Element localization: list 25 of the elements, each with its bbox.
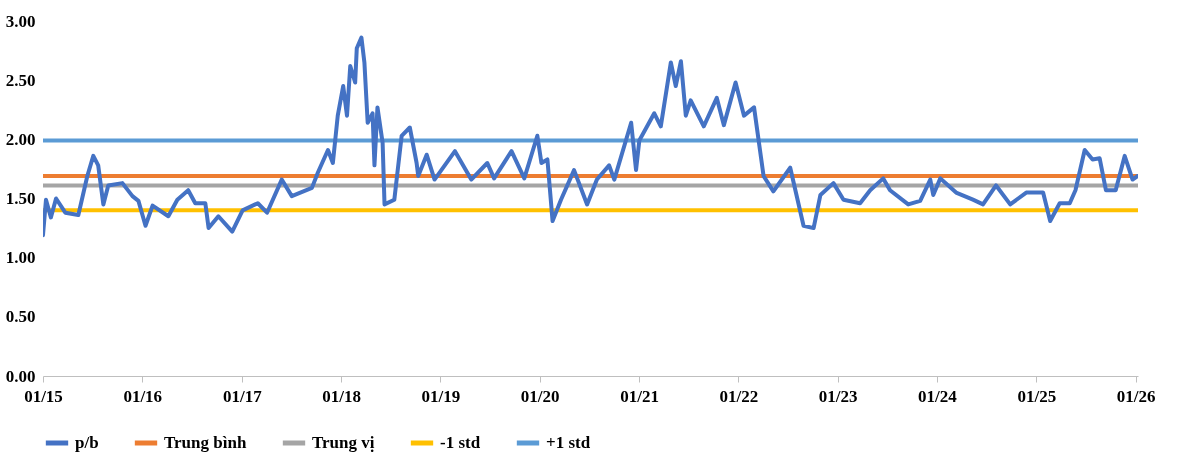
legend-label: -1 std: [440, 433, 481, 452]
y-tick-label: 0.50: [5, 307, 36, 327]
x-tick-label: 01/20: [520, 386, 560, 406]
legend-label: +1 std: [546, 433, 591, 452]
y-tick-label: 1.00: [5, 248, 36, 268]
x-tick-label: 01/17: [222, 386, 263, 406]
legend-label: p/b: [75, 433, 99, 452]
x-tick-label: 01/22: [719, 386, 759, 406]
x-tick-label: 01/15: [24, 386, 63, 406]
y-tick-label: 0.00: [5, 366, 36, 386]
y-tick-label: 2.00: [5, 129, 36, 149]
x-tick-label: 01/23: [818, 386, 858, 406]
line-series: [43, 35, 1138, 238]
x-tick-label: 01/16: [123, 386, 163, 406]
x-tick-label: 01/26: [1116, 386, 1156, 406]
x-tick-label: 01/25: [1017, 386, 1057, 406]
legend-label: Trung vị: [312, 433, 375, 452]
y-tick-label: 1.50: [5, 189, 36, 208]
x-tick-label: 01/18: [322, 386, 361, 406]
y-tick-label: 2.50: [5, 70, 36, 90]
y-tick-label: 3.00: [5, 11, 36, 31]
x-tick-label: 01/19: [421, 386, 461, 406]
legend-label: Trung bình: [164, 433, 247, 452]
x-tick-label: 01/21: [620, 386, 659, 406]
x-tick-label: 01/24: [917, 386, 958, 406]
